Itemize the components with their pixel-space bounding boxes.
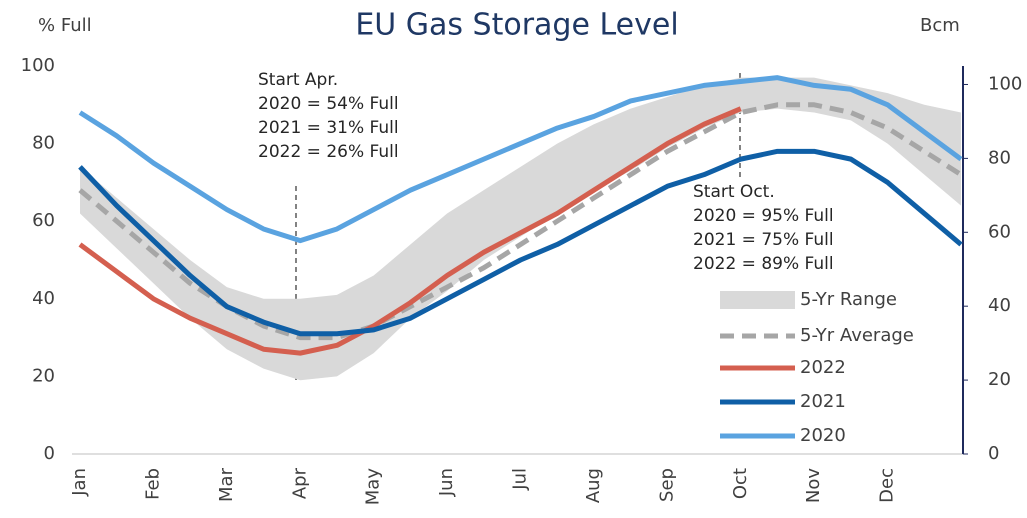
legend-label: 2021 [800,391,846,412]
x-tick-label: Oct [730,468,751,499]
legend-label: 5-Yr Range [800,289,897,310]
y2-tick-label: 40 [988,295,1011,316]
x-tick-label: Apr [289,467,310,499]
y2-tick-label: 60 [988,221,1011,242]
y2-tick-label: 0 [988,443,999,464]
y-tick-label: 80 [32,133,55,154]
x-tick-label: Feb [142,468,163,500]
annotation: 2022 = 26% Full [258,142,399,162]
x-tick-label: Dec [877,468,898,503]
y-tick-label: 20 [32,365,55,386]
legend-swatch [720,291,795,309]
annotation: Start Oct. [693,182,775,202]
legend-label: 5-Yr Average [800,325,914,346]
y-tick-label: 0 [44,443,55,464]
annotation: 2021 = 75% Full [693,230,834,250]
annotation: 2020 = 54% Full [258,94,399,114]
legend-label: 2022 [800,357,846,378]
chart-title: EU Gas Storage Level [355,8,678,43]
series-line [78,75,963,244]
annotation: 2020 = 95% Full [693,206,834,226]
y-tick-label: 100 [21,55,55,76]
y-axis-label: % Full [38,15,92,36]
x-tick-label: Mar [216,467,237,502]
y2-tick-label: 100 [988,73,1022,94]
annotation: 2022 = 89% Full [693,254,834,274]
y2-axis-label: Bcm [920,15,960,36]
legend-label: 2020 [800,425,846,446]
y-tick-label: 60 [32,210,55,231]
series-line [78,148,963,337]
x-tick-label: Sep [656,468,677,502]
annotation: Start Apr. [258,70,338,90]
range-area [80,77,961,381]
series-line [78,106,742,356]
annotation: 2021 = 31% Full [258,118,399,138]
y-tick-label: 40 [32,288,55,309]
x-tick-label: Jan [69,468,90,497]
x-tick-label: Nov [803,468,824,503]
x-tick-label: Jun [436,468,457,497]
x-tick-label: Jul [510,468,531,491]
y2-tick-label: 80 [988,147,1011,168]
y2-tick-label: 20 [988,369,1011,390]
x-tick-label: Aug [583,468,604,503]
x-tick-label: May [363,468,384,506]
